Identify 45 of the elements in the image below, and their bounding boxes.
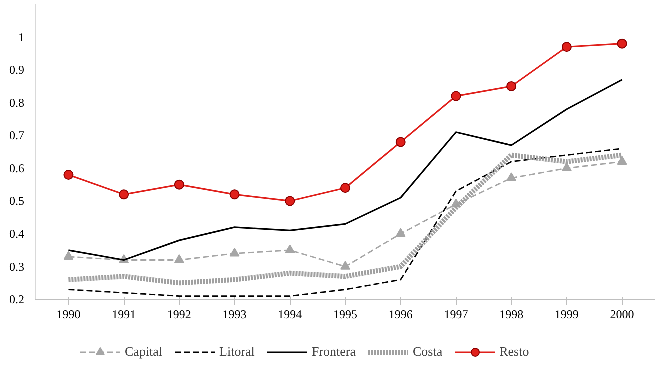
point: [174, 180, 184, 190]
point: [506, 81, 517, 92]
point: [285, 196, 296, 206]
point: [340, 261, 350, 270]
point: [119, 190, 130, 200]
legend-label: Capital: [125, 344, 163, 360]
x-tick-label: 1990: [56, 308, 81, 322]
x-tick-label: 1994: [278, 308, 302, 322]
y-tick-label: 0.7: [10, 128, 24, 143]
x-tick-label: 1991: [112, 308, 136, 322]
point: [64, 170, 74, 180]
point: [285, 244, 296, 254]
x-tick-label: 1999: [554, 308, 579, 322]
point: [617, 38, 628, 49]
point: [230, 190, 240, 200]
x-tick-label: 1998: [500, 308, 524, 322]
point: [396, 228, 406, 238]
y-tick-label: 0.9: [10, 63, 24, 78]
y-tick-label: 0.6: [10, 161, 24, 176]
x-tick-label: 1997: [444, 308, 468, 322]
y-tick-label: 0.5: [10, 194, 24, 208]
y-tick-label: 1: [18, 30, 24, 44]
point: [174, 254, 184, 264]
point: [340, 183, 350, 194]
x-tick-label: 1996: [388, 308, 413, 322]
point: [230, 248, 240, 257]
x-tick-label: 1992: [167, 308, 192, 322]
point: [617, 156, 628, 165]
point: [562, 42, 572, 52]
point: [451, 91, 462, 102]
y-tick-label: 0.2: [10, 292, 24, 307]
point: [396, 137, 406, 148]
y-tick-label: 0.8: [10, 96, 24, 110]
legend-label: Costa: [412, 344, 443, 360]
point: [506, 172, 517, 182]
legend-label: Frontera: [312, 344, 356, 360]
point: [562, 162, 572, 172]
y-tick-label: 0.3: [10, 260, 24, 274]
point: [64, 251, 74, 260]
x-tick-label: 1993: [222, 308, 247, 322]
y-tick-label: 0.4: [10, 227, 24, 242]
legend-label: Resto: [500, 344, 530, 360]
x-tick-label: 2000: [610, 308, 634, 322]
x-tick-label: 1995: [334, 308, 358, 322]
legend-label: Litoral: [220, 344, 255, 360]
